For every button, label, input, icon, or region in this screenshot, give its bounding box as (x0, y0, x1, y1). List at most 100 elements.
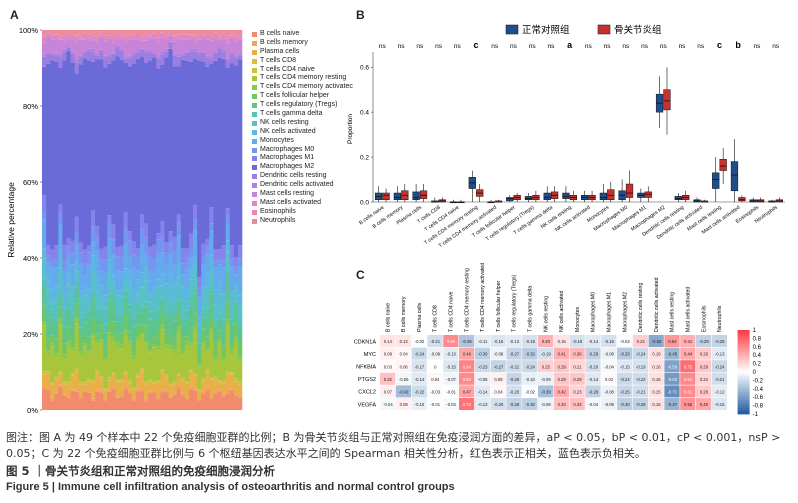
panel-a-bar-segment (225, 35, 231, 39)
panel-a-bar-segment (62, 244, 67, 261)
panel-a-bar-segment (115, 333, 120, 343)
panel-a-bar-segment (148, 311, 153, 320)
panel-a-bar-segment (156, 35, 161, 38)
panel-c-correlation-heatmap: B cells naive B cells memory Plasma cells T… (354, 263, 764, 418)
panel-a-bar-segment (66, 382, 71, 385)
panel-c-cell-value: 0.32 (384, 377, 393, 382)
panel-a-bar-segment (99, 325, 104, 340)
panel-a-bar-segment (58, 35, 63, 38)
panel-c-colorbar-segment (737, 394, 750, 397)
panel-c-cell (632, 372, 648, 385)
panel-a-bar-segment (148, 391, 153, 394)
panel-c-cell-value: -0.14 (478, 390, 488, 395)
panel-a-bar-segment (160, 51, 165, 55)
panel-b-box (543, 192, 551, 201)
panel-a-bar-segment (160, 300, 165, 314)
panel-a-legend-swatch (252, 67, 257, 73)
panel-b-significance-label: ns (398, 43, 406, 50)
panel-a-bar-segment (46, 373, 51, 388)
panel-a-bar-segment (193, 230, 198, 258)
panel-b-legend-label-control: 正常对照组 (522, 24, 570, 36)
panel-a-bar-segment (233, 396, 239, 410)
panel-a-bar-segment (119, 349, 124, 380)
panel-a-bar-segment (217, 320, 222, 331)
panel-a-bar-segment (209, 63, 214, 208)
panel-a-bar-segment (103, 389, 108, 391)
panel-b-box (625, 183, 634, 198)
panel-a-bar-segment (188, 233, 194, 248)
panel-c-cell-value: 0.29 (558, 377, 567, 382)
panel-c-cell-value: 0.60 (463, 377, 472, 382)
panel-a-legend-swatch (252, 191, 257, 197)
panel-a-bar-segment (184, 51, 190, 53)
panel-a-bar-segment (221, 383, 226, 394)
panel-a-bar-segment (164, 318, 169, 335)
panel-a-bar-segment (70, 389, 75, 391)
panel-a-bar-segment (135, 270, 141, 280)
panel-a-bar-segment (86, 252, 92, 265)
panel-a-bar-segment (197, 367, 202, 390)
panel-a-bar-segment (103, 55, 108, 59)
panel-c-cell-value: 0.08 (384, 352, 393, 357)
panel-a-bar-segment (86, 60, 92, 246)
panel-a-bar-segment (209, 59, 214, 64)
panel-c-cell-value: -0.59 (668, 364, 678, 369)
panel-a-bar-segment (176, 34, 182, 39)
panel-a-legend-label: Dendritic cells activated (260, 181, 334, 189)
panel-a-bar-segment (86, 264, 92, 290)
panel-c-cell (459, 372, 475, 385)
panel-a-bar-segment (209, 399, 214, 410)
panel-c-cell-value: 0.16 (652, 364, 661, 369)
panel-c-cell (490, 335, 506, 347)
panel-c-cell (696, 398, 712, 410)
panel-a-bar-segment (229, 53, 235, 64)
panel-a-bar-segment (58, 289, 63, 298)
panel-c-cell (538, 385, 554, 398)
panel-a-bar-segment (221, 32, 226, 35)
panel-a-bar-segment (111, 321, 116, 337)
panel-a-bar-segment (123, 36, 129, 42)
panel-a-bar-segment (164, 344, 169, 350)
panel-b-box (674, 196, 682, 201)
panel-a-legend-swatch (252, 31, 257, 37)
panel-a-bar-segment (221, 319, 226, 331)
panel-b-box (524, 196, 533, 201)
panel-a-bar-segment (156, 57, 161, 59)
panel-a-bar-segment (205, 33, 210, 36)
panel-a-bar-segment (50, 346, 55, 383)
panel-c-column-label: Neutrophils (717, 305, 723, 332)
panel-a-bar-segment (152, 287, 157, 295)
panel-a-bar-segment (225, 252, 231, 271)
panel-c-cell (380, 347, 396, 360)
panel-a-bar-segment (209, 223, 214, 232)
panel-a-bar-segment (62, 395, 67, 410)
panel-a-bar-segment (66, 35, 71, 39)
panel-a-bar-segment (148, 380, 153, 383)
panel-a-bar-segment (233, 257, 239, 267)
panel-b-label: B (356, 8, 365, 22)
panel-a-bar-segment (172, 354, 177, 381)
panel-a-bar-segment (160, 64, 165, 222)
panel-c-cell-value: -0.15 (715, 402, 725, 407)
panel-a-bar-segment (46, 262, 51, 277)
panel-a-bar-segment (66, 38, 71, 47)
panel-a-bar-segment (229, 389, 235, 391)
panel-a-bar-segment (139, 37, 145, 41)
panel-a-legend-label: NK cells activated (260, 127, 316, 135)
panel-a-bar-segment (156, 254, 161, 280)
panel-a-bar-segment (152, 52, 157, 54)
panel-a-bar-segment (172, 55, 177, 67)
panel-a-bar-segment (221, 344, 226, 358)
panel-a-bar-segment (237, 381, 243, 383)
panel-a-legend-swatch (252, 174, 257, 180)
panel-a-bar-segment (107, 389, 112, 392)
panel-a-bar-segment (139, 214, 145, 230)
panel-a-bar-segment (46, 255, 51, 263)
panel-a-legend-label: Monocytes (260, 136, 294, 144)
panel-c-cell-value: -0.13 (478, 402, 488, 407)
panel-a-bar-segment (54, 376, 59, 378)
panel-a-legend-item: Dendritic cells activated (252, 181, 353, 190)
panel-a-bar-segment (103, 347, 108, 359)
panel-a-bar-segment (46, 307, 51, 318)
panel-c-cell-value: -0.20 (494, 402, 504, 407)
